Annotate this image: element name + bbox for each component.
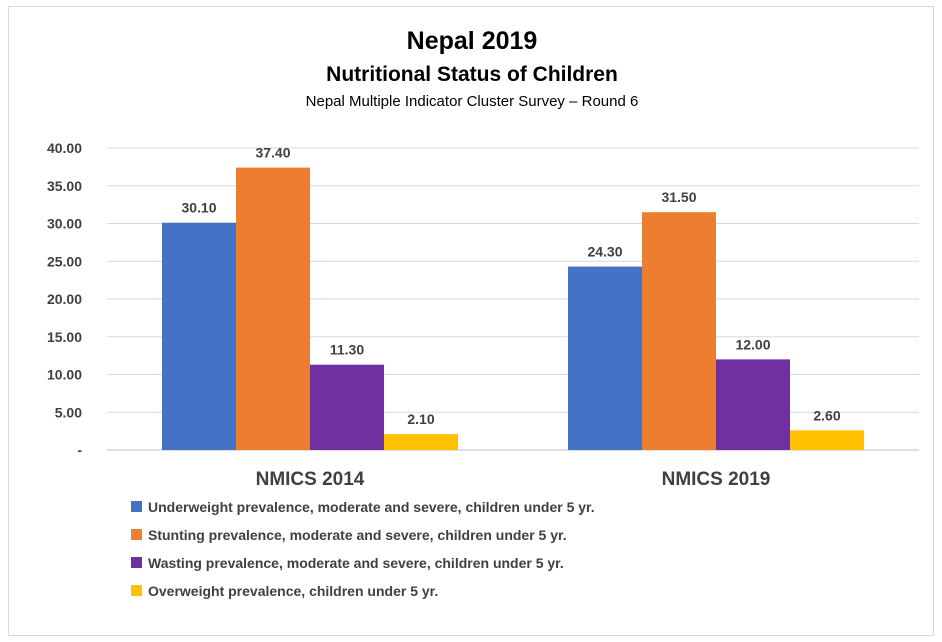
data-label: 12.00 bbox=[735, 336, 770, 352]
bars bbox=[162, 167, 864, 450]
data-label: 30.10 bbox=[181, 200, 216, 216]
chart-source: Nepal Multiple Indicator Cluster Survey … bbox=[306, 93, 639, 110]
bar bbox=[236, 167, 310, 450]
legend-label: Overweight prevalence, children under 5 … bbox=[148, 583, 438, 599]
bar bbox=[642, 212, 716, 450]
x-category-label: NMICS 2014 bbox=[256, 469, 365, 490]
legend: Underweight prevalence, moderate and sev… bbox=[131, 499, 595, 599]
data-label: 37.40 bbox=[255, 145, 290, 161]
y-tick-label: 40.00 bbox=[47, 140, 82, 156]
data-labels: 30.10 37.40 11.30 2.10 24.30 31.50 12.00 2.60 bbox=[181, 145, 840, 428]
y-tick-label: 5.00 bbox=[55, 404, 82, 420]
legend-swatch bbox=[131, 585, 142, 596]
data-label: 2.10 bbox=[407, 411, 434, 427]
bar bbox=[384, 434, 458, 450]
bar bbox=[310, 364, 384, 450]
legend-swatch bbox=[131, 501, 142, 512]
legend-label: Underweight prevalence, moderate and sev… bbox=[148, 499, 595, 515]
data-label: 24.30 bbox=[587, 244, 622, 260]
y-tick-label: - bbox=[77, 442, 82, 458]
legend-label: Stunting prevalence, moderate and severe… bbox=[148, 527, 567, 543]
x-category-label: NMICS 2019 bbox=[662, 469, 771, 490]
legend-label: Wasting prevalence, moderate and severe,… bbox=[148, 555, 564, 571]
chart-frame: Nepal 2019 Nutritional Status of Childre… bbox=[8, 6, 934, 636]
bar bbox=[716, 359, 790, 450]
y-tick-label: 20.00 bbox=[47, 291, 82, 307]
data-label: 31.50 bbox=[661, 189, 696, 205]
y-tick-label: 35.00 bbox=[47, 178, 82, 194]
y-tick-label: 10.00 bbox=[47, 367, 82, 383]
y-tick-label: 15.00 bbox=[47, 329, 82, 345]
data-label: 11.30 bbox=[330, 342, 364, 358]
chart-subtitle: Nutritional Status of Children bbox=[326, 63, 618, 86]
x-axis-categories: NMICS 2014 NMICS 2019 bbox=[256, 469, 771, 490]
y-axis-ticks: - 5.00 10.00 15.00 20.00 25.00 30.00 35.00 40.00 bbox=[47, 140, 82, 458]
legend-swatch bbox=[131, 529, 142, 540]
bar bbox=[162, 222, 236, 450]
data-label: 2.60 bbox=[813, 407, 840, 423]
chart-svg: Nepal 2019 Nutritional Status of Childre… bbox=[47, 27, 919, 599]
chart-title: Nepal 2019 bbox=[407, 27, 538, 55]
bar bbox=[790, 430, 864, 450]
y-tick-label: 25.00 bbox=[47, 253, 82, 269]
legend-swatch bbox=[131, 557, 142, 568]
bar bbox=[568, 266, 642, 450]
y-tick-label: 30.00 bbox=[47, 216, 82, 232]
